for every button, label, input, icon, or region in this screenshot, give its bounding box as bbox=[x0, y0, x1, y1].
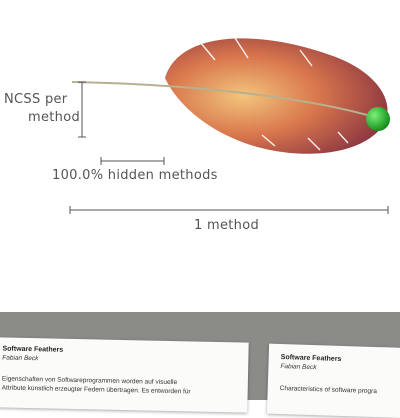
feather-vane bbox=[165, 38, 388, 153]
ncss-label-line1: NCSS per bbox=[4, 92, 67, 107]
card-title: Software Feathers bbox=[2, 345, 63, 353]
ncss-label-line2: method bbox=[28, 110, 80, 125]
feather-tip-ball bbox=[366, 107, 390, 131]
card-english: Software Feathers Fabian Beck Characteri… bbox=[267, 344, 400, 418]
card-german: Software Feathers Fabian Beck Eigenschaf… bbox=[0, 337, 249, 412]
card-title: Software Feathers bbox=[281, 354, 342, 363]
card-author: Fabian Beck bbox=[2, 354, 38, 362]
card-body-line: Characteristics of software progra bbox=[280, 385, 377, 395]
hidden-methods-bracket bbox=[101, 157, 164, 165]
card-body-line: Attribute künstlich erzeugter Federn übe… bbox=[2, 384, 191, 395]
method-count-label: 1 method bbox=[194, 218, 259, 233]
hidden-methods-label: 100.0% hidden methods bbox=[52, 168, 218, 183]
method-count-bracket bbox=[70, 206, 388, 214]
card-author: Fabian Beck bbox=[280, 363, 316, 371]
feather-visualization bbox=[0, 0, 400, 300]
